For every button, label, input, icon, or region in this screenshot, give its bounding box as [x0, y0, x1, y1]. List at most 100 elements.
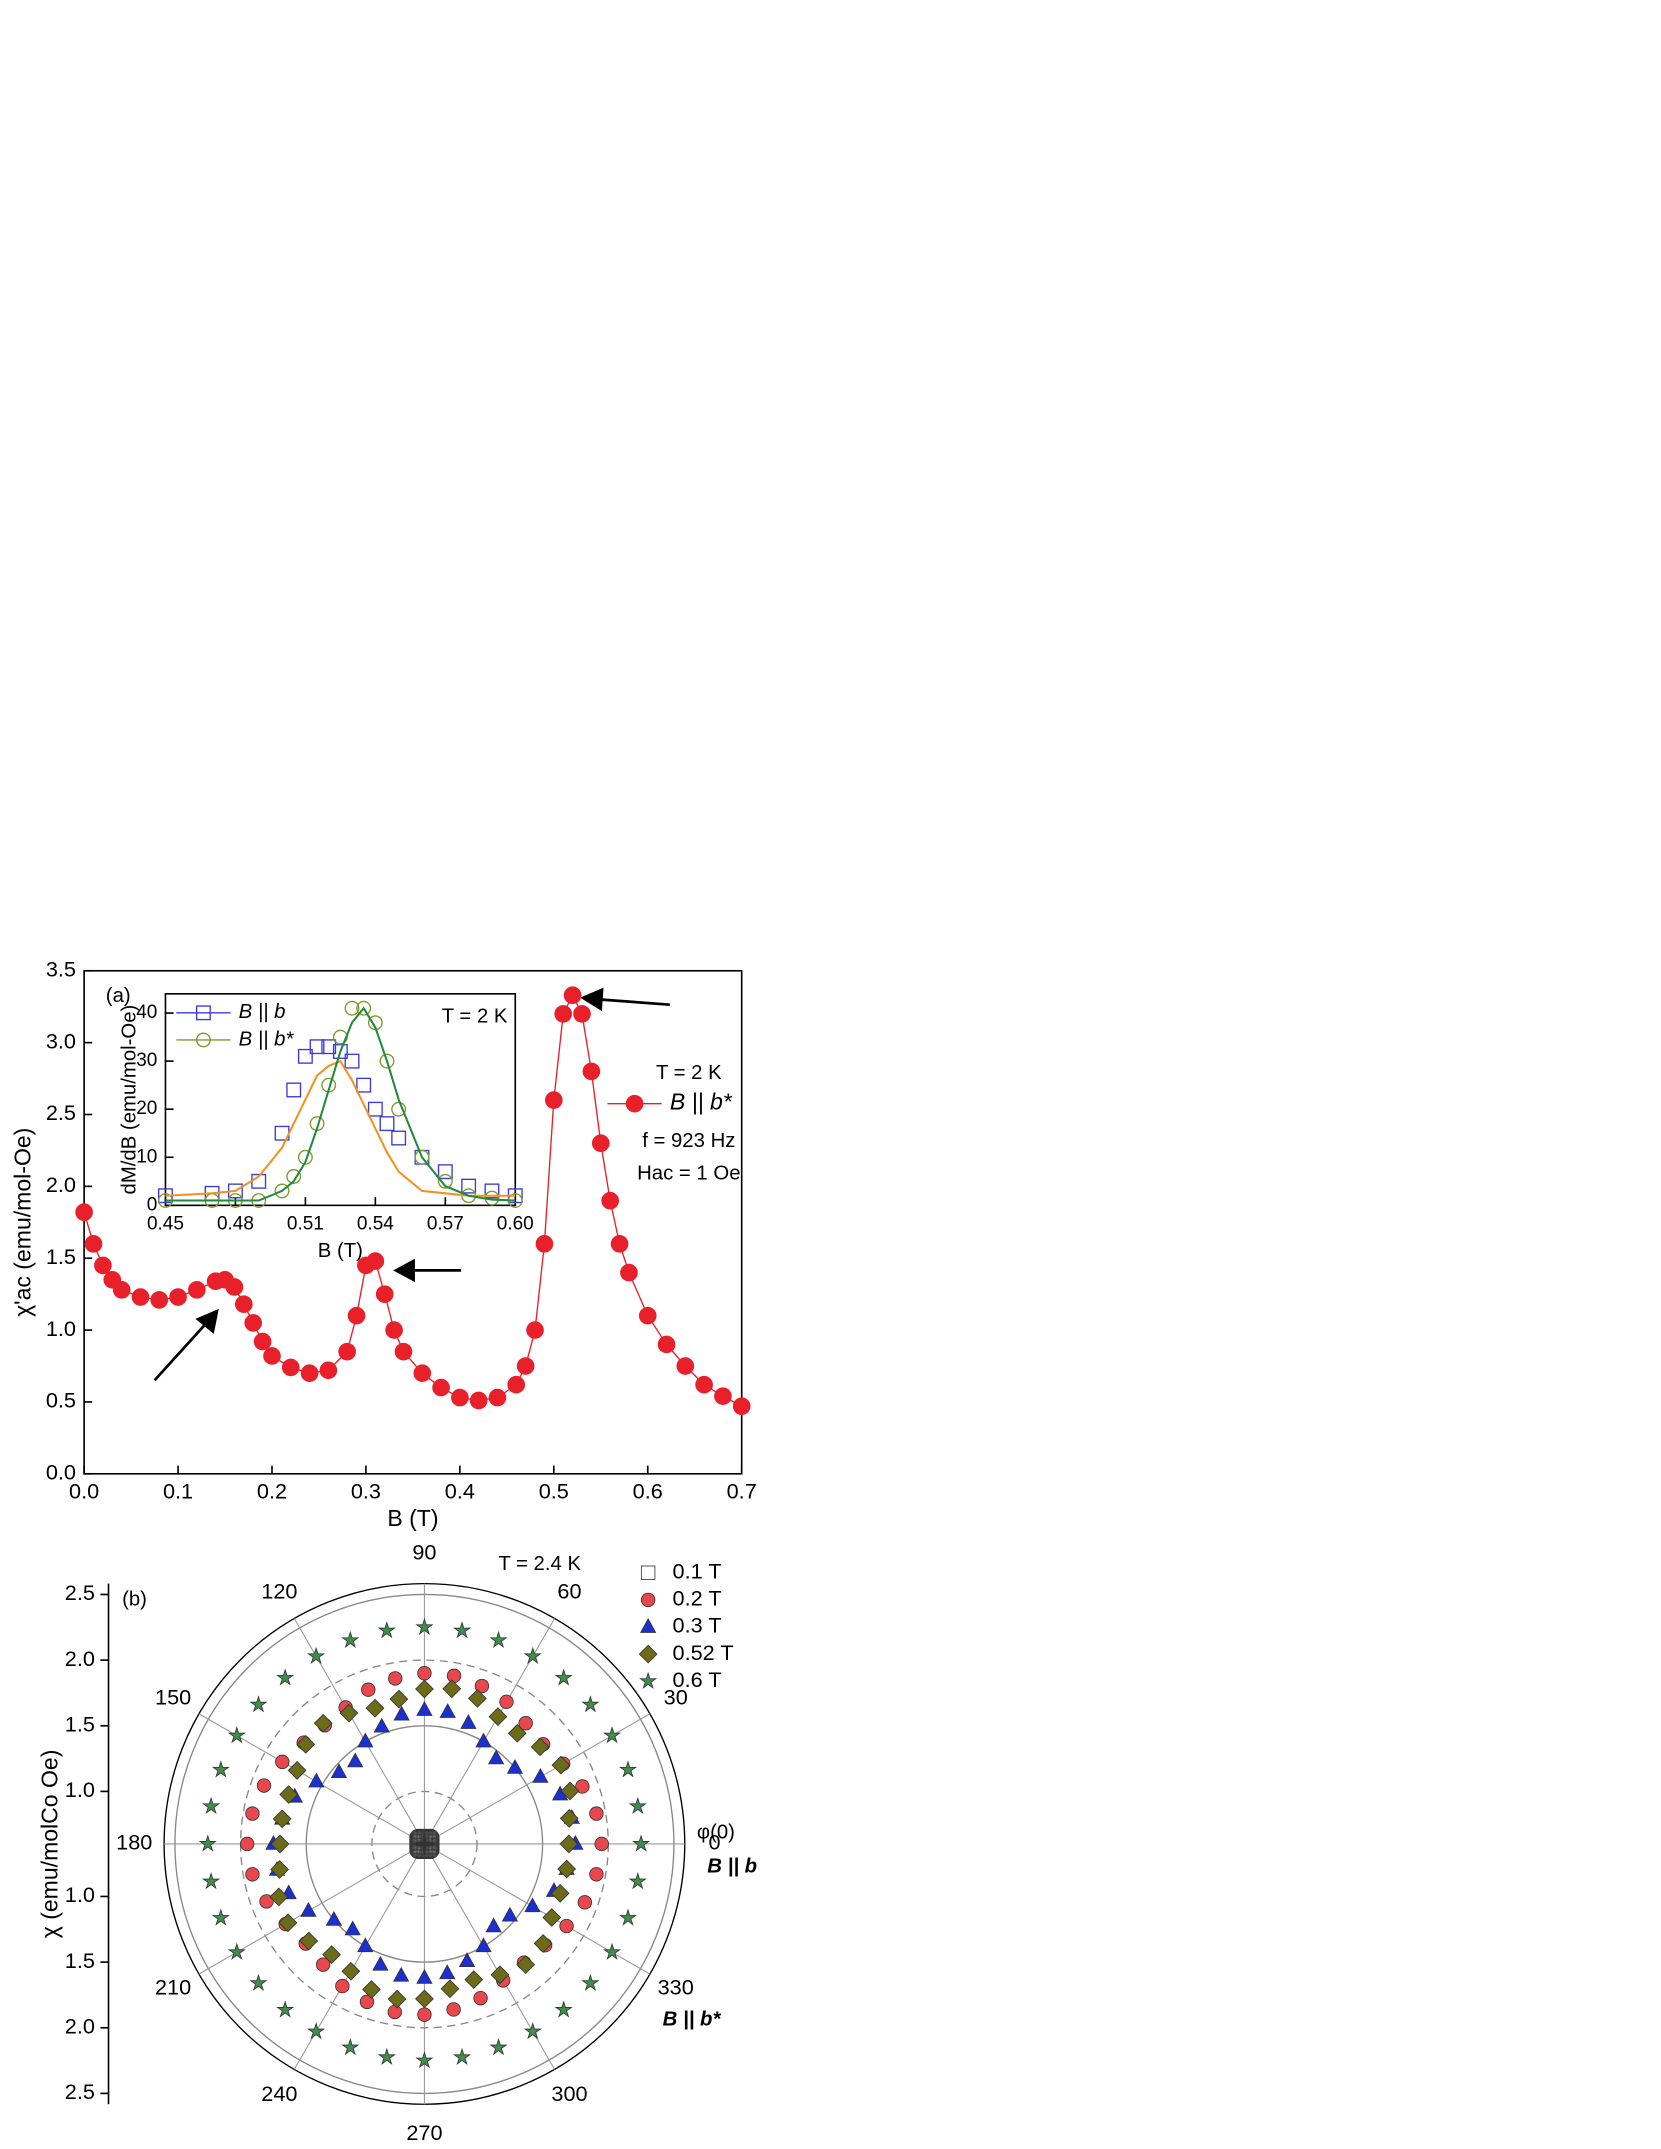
marker: [253, 1332, 272, 1351]
y-tick-label: 0.0: [46, 1460, 76, 1485]
marker: [297, 1149, 313, 1165]
x-axis-label: B (T): [387, 1505, 438, 1531]
y-tick-label: 3.0: [46, 1028, 76, 1053]
marker: [308, 1772, 325, 1788]
marker: [202, 1796, 221, 1814]
annotation: f = 923 Hz: [642, 1130, 735, 1152]
marker: [488, 1749, 505, 1765]
marker: [417, 2007, 432, 2022]
marker: [309, 1039, 325, 1055]
marker: [563, 986, 582, 1005]
marker: [424, 1840, 439, 1856]
marker: [620, 1263, 638, 1282]
series-line: [165, 1006, 516, 1202]
marker: [560, 1781, 580, 1801]
marker: [559, 1918, 574, 1934]
marker: [551, 1755, 571, 1775]
marker: [484, 1183, 500, 1199]
marker: [506, 1758, 524, 1774]
x-tick-label: 0.3: [351, 1479, 381, 1504]
marker: [373, 1717, 390, 1733]
marker: [507, 1723, 527, 1743]
marker: [413, 1364, 432, 1383]
marker: [581, 1695, 600, 1713]
marker: [385, 1321, 403, 1339]
marker: [357, 1937, 374, 1953]
marker: [391, 1130, 407, 1146]
y-tick-label: 3.5: [46, 957, 76, 982]
marker: [365, 1698, 385, 1718]
marker: [451, 1388, 469, 1407]
marker: [341, 2038, 360, 2056]
marker: [347, 1306, 366, 1325]
marker: [628, 1872, 647, 1890]
marker: [319, 1361, 338, 1380]
marker: [610, 1235, 629, 1253]
marker: [419, 1844, 435, 1859]
marker: [202, 1872, 221, 1890]
marker: [458, 1952, 476, 1967]
marker: [518, 1716, 533, 1731]
marker: [474, 1678, 490, 1694]
marker: [601, 1191, 619, 1210]
theta-tick-label: 330: [658, 1975, 694, 2000]
legend-marker: [638, 1644, 658, 1664]
legend-marker: [195, 1005, 211, 1021]
marker: [524, 1897, 541, 1913]
annotation: B || b*: [663, 2009, 722, 2031]
marker: [582, 1062, 601, 1081]
annotation: T = 2 K: [656, 1062, 722, 1084]
marker: [379, 1053, 395, 1069]
marker: [389, 1689, 409, 1709]
marker: [453, 2047, 472, 2065]
marker: [488, 1707, 508, 1726]
marker: [84, 1235, 103, 1253]
marker: [638, 1306, 657, 1325]
marker: [589, 1867, 604, 1882]
marker: [589, 1806, 604, 1821]
y-tick-label: 2.5: [46, 1100, 76, 1125]
marker: [557, 1859, 577, 1879]
spoke: [423, 1618, 556, 1845]
marker: [488, 1388, 507, 1407]
marker: [357, 1732, 374, 1748]
marker: [359, 1994, 375, 2010]
marker: [550, 1883, 570, 1903]
marker: [475, 1937, 492, 1953]
marker: [632, 1834, 651, 1852]
marker: [344, 1000, 360, 1016]
x-axis-label: B (T): [318, 1240, 363, 1262]
marker: [377, 2047, 396, 2065]
r-tick-label: 2.5: [65, 2079, 95, 2104]
marker: [423, 1841, 438, 1857]
marker: [276, 2000, 295, 2018]
marker: [501, 1906, 519, 1922]
marker: [507, 1375, 526, 1394]
marker: [372, 1955, 389, 1971]
marker: [676, 1357, 695, 1375]
legend-marker: [625, 1094, 644, 1113]
marker: [422, 1842, 437, 1858]
marker: [112, 1281, 131, 1299]
r-tick-label: 1.0: [65, 1777, 95, 1802]
marker: [339, 1703, 359, 1723]
marker: [489, 1630, 508, 1649]
theta-tick-label: 210: [155, 1975, 191, 2000]
marker: [131, 1288, 150, 1306]
theta-tick-label: 270: [406, 2120, 442, 2145]
marker: [211, 1760, 230, 1778]
legend-marker: [639, 1618, 657, 1633]
r-tick-label: 2.0: [65, 1646, 95, 1671]
y-axis-label: χ'ac (emu/mol-Oe): [10, 1128, 36, 1317]
marker: [344, 1920, 361, 1936]
plot-frame: [164, 993, 517, 1207]
marker: [415, 1617, 434, 1635]
marker: [499, 1694, 514, 1709]
y-tick-label: 2.0: [46, 1172, 76, 1197]
marker: [415, 2051, 434, 2069]
y-axis-label: χ (emu/molCo Oe): [37, 1750, 63, 1939]
marker: [437, 1173, 453, 1189]
marker: [618, 1760, 638, 1778]
marker: [325, 1910, 343, 1926]
